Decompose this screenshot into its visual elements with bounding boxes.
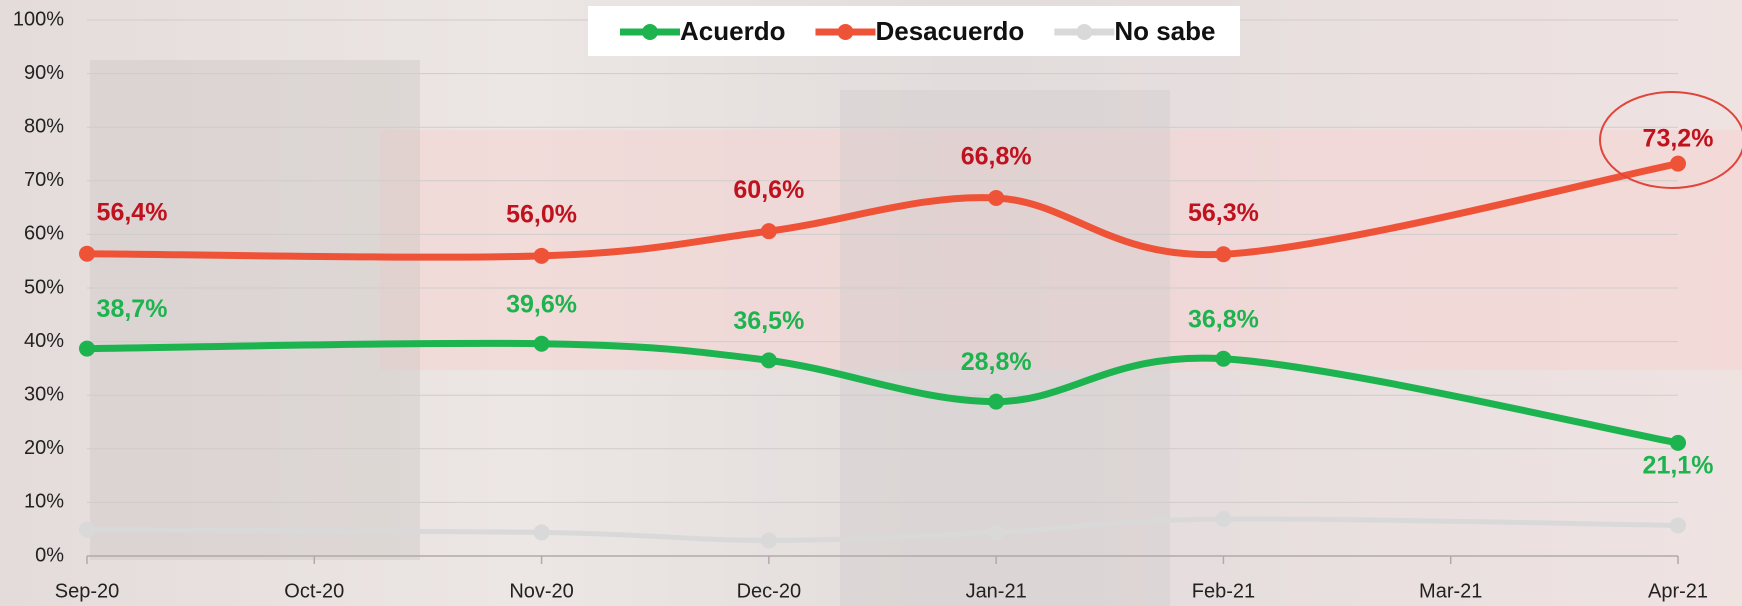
legend-swatch-dot — [837, 24, 854, 40]
x-tick-label: Dec-20 — [737, 580, 801, 602]
data-label: 60,6% — [733, 176, 804, 204]
highlight-ellipse — [1599, 91, 1742, 189]
data-label: 36,8% — [1188, 305, 1259, 333]
y-tick-label: 0% — [35, 544, 64, 566]
legend-label: Desacuerdo — [875, 16, 1024, 46]
data-label: 21,1% — [1643, 452, 1714, 480]
data-point — [533, 524, 550, 541]
y-tick-label: 50% — [24, 276, 64, 298]
y-tick-label: 80% — [24, 115, 64, 137]
data-point — [760, 223, 777, 240]
data-point — [1670, 434, 1686, 451]
data-point — [1215, 511, 1232, 528]
y-tick-label: 10% — [24, 491, 64, 513]
x-tick-label: Feb-21 — [1192, 580, 1255, 602]
data-label: 28,8% — [961, 348, 1032, 376]
legend-box — [588, 6, 1240, 56]
y-tick-label: 60% — [24, 223, 64, 245]
y-tick-label: 70% — [24, 169, 64, 191]
data-point — [79, 245, 95, 262]
series-line — [86, 339, 1679, 447]
data-label: 39,6% — [506, 290, 577, 318]
x-tick-label: Mar-21 — [1419, 580, 1482, 602]
series-line — [86, 516, 1679, 543]
data-point — [533, 247, 550, 264]
data-point — [988, 393, 1005, 410]
background-figure — [840, 90, 1170, 606]
data-label: 56,3% — [1188, 199, 1259, 227]
x-tick-label: Nov-20 — [509, 580, 573, 602]
data-label: 73,2% — [1643, 124, 1714, 152]
y-tick-label: 40% — [24, 330, 64, 352]
data-point — [1670, 155, 1686, 172]
series-line — [86, 160, 1679, 261]
x-tick-label: Sep-20 — [55, 580, 120, 602]
data-label: 56,4% — [97, 198, 168, 226]
x-tick-label: Oct-20 — [284, 580, 344, 602]
data-label: 38,7% — [97, 295, 168, 323]
x-tick-label: Apr-21 — [1648, 580, 1708, 602]
y-tick-label: 30% — [24, 383, 64, 405]
data-point — [1215, 350, 1232, 367]
x-tick-label: Jan-21 — [966, 580, 1027, 602]
data-label: 36,5% — [733, 307, 804, 335]
legend-swatch-dot — [1076, 24, 1093, 40]
y-tick-label: 20% — [24, 437, 64, 459]
legend-label: Acuerdo — [680, 16, 785, 46]
data-point — [79, 340, 95, 357]
data-point — [79, 521, 95, 538]
background-figure — [90, 60, 420, 560]
data-point — [988, 524, 1005, 541]
data-point — [760, 532, 777, 549]
data-point — [988, 189, 1005, 206]
data-label: 66,8% — [961, 143, 1032, 171]
data-point — [1215, 246, 1232, 263]
legend-swatch-dot — [642, 24, 658, 40]
legend-label: No sabe — [1114, 16, 1215, 46]
data-point — [760, 352, 777, 369]
y-tick-label: 90% — [24, 62, 64, 84]
y-tick-label: 100% — [13, 8, 64, 30]
data-label: 56,0% — [506, 200, 577, 228]
data-point — [1670, 517, 1686, 534]
data-point — [533, 335, 550, 352]
